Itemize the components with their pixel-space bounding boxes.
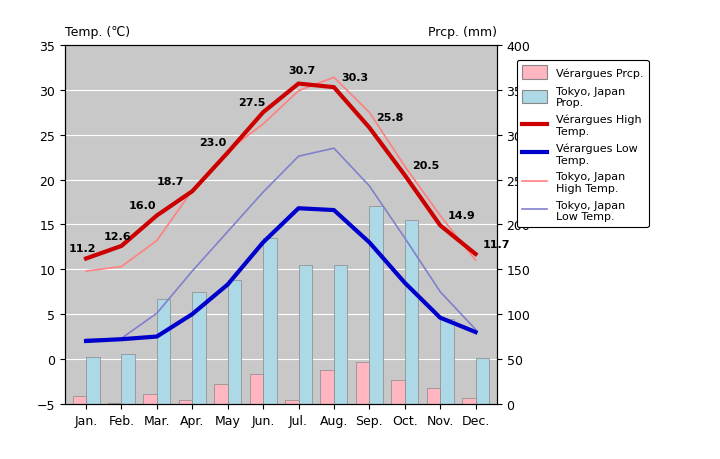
Bar — [427, 388, 440, 404]
Bar — [122, 354, 135, 404]
Bar — [405, 220, 418, 404]
Text: 16.0: 16.0 — [129, 201, 156, 211]
Bar — [215, 384, 228, 404]
Text: Prcp. (mm): Prcp. (mm) — [428, 26, 497, 39]
Bar — [440, 319, 454, 404]
Bar — [369, 207, 383, 404]
Bar — [157, 299, 171, 404]
Bar — [86, 358, 99, 404]
Text: 23.0: 23.0 — [199, 138, 227, 148]
Bar — [334, 265, 347, 404]
Bar — [462, 398, 475, 404]
Bar — [299, 265, 312, 404]
Text: 25.8: 25.8 — [377, 113, 404, 123]
Bar — [192, 292, 206, 404]
Bar — [356, 362, 369, 404]
Bar — [228, 280, 241, 404]
Bar — [475, 358, 489, 404]
Text: Temp. (℃): Temp. (℃) — [65, 26, 130, 39]
Bar — [143, 394, 157, 404]
Bar — [179, 400, 192, 404]
Text: 18.7: 18.7 — [157, 177, 184, 187]
Bar — [320, 370, 334, 404]
Text: 14.9: 14.9 — [447, 211, 475, 221]
Text: 20.5: 20.5 — [412, 161, 439, 170]
Bar — [263, 238, 276, 404]
Bar — [285, 400, 299, 404]
Bar — [391, 380, 405, 404]
Text: 30.7: 30.7 — [288, 66, 315, 76]
Bar — [108, 403, 122, 404]
Text: 12.6: 12.6 — [104, 231, 131, 241]
Text: 27.5: 27.5 — [238, 98, 266, 108]
Legend: Vérargues Prcp., Tokyo, Japan
Prop., Vérargues High
Temp., Vérargues Low
Temp., : Vérargues Prcp., Tokyo, Japan Prop., Vér… — [517, 61, 649, 227]
Text: 11.7: 11.7 — [482, 239, 510, 249]
Bar — [73, 396, 86, 404]
Text: 11.2: 11.2 — [68, 244, 96, 254]
Bar — [250, 375, 263, 404]
Text: 30.3: 30.3 — [341, 73, 368, 83]
